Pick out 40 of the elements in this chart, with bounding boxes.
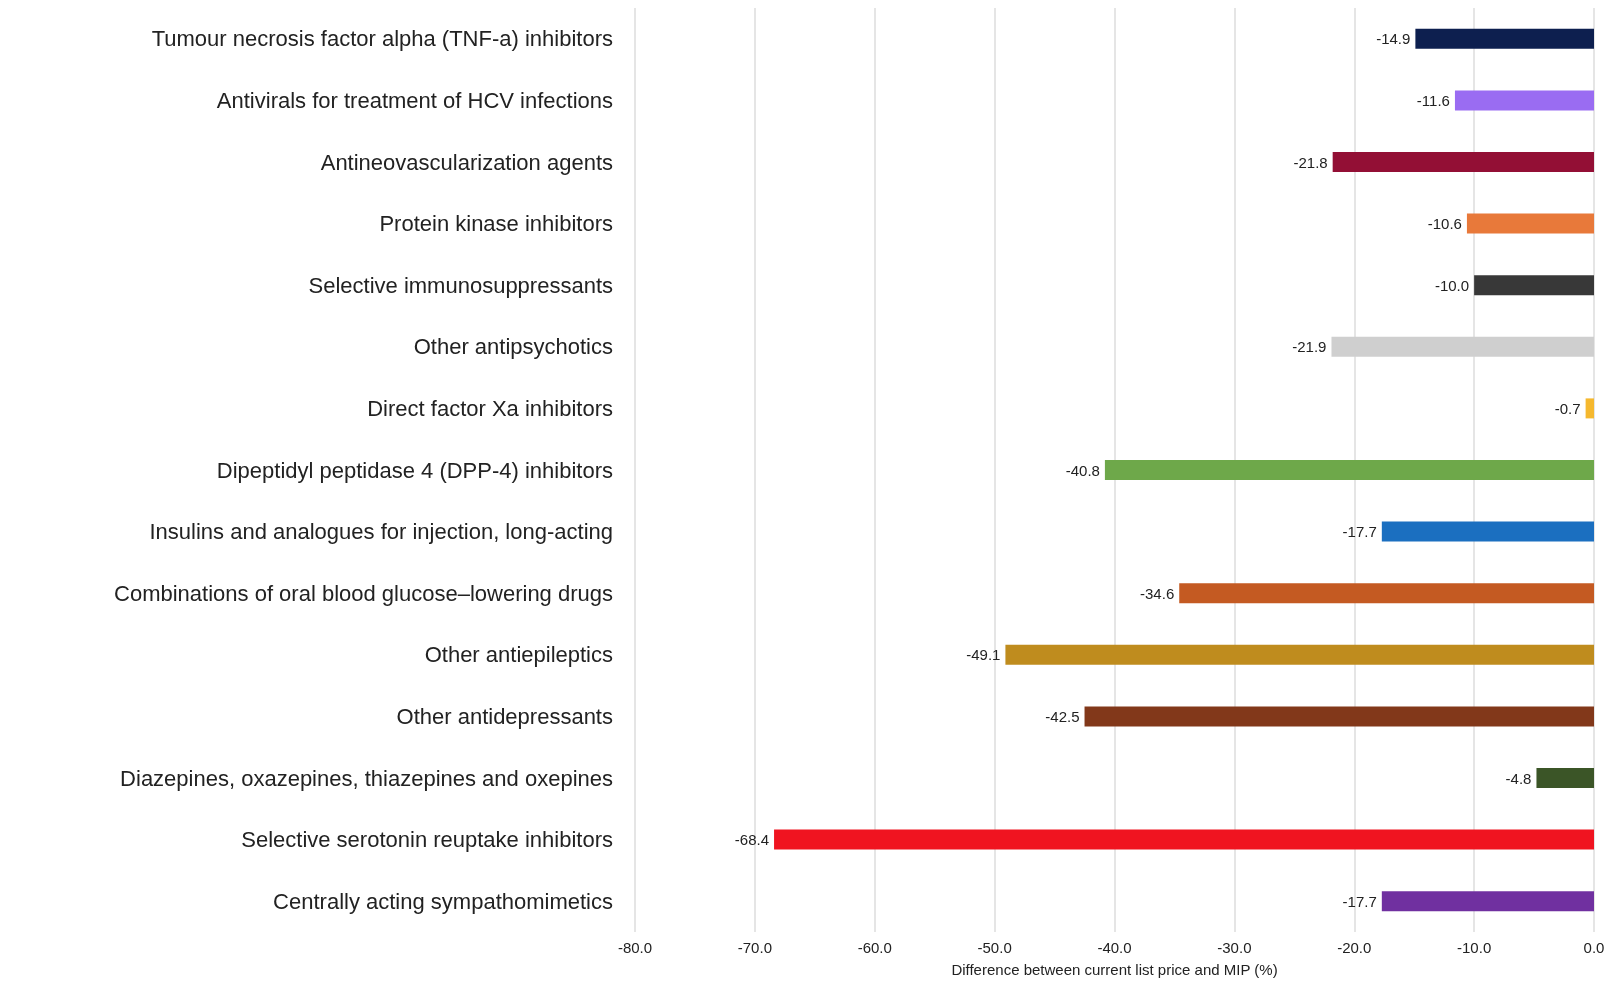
y-tick-label: Diazepines, oxazepines, thiazepines and oxepines — [120, 765, 613, 791]
data-label: -17.7 — [1342, 892, 1377, 910]
data-label: -21.9 — [1292, 338, 1327, 356]
data-label: -17.7 — [1342, 523, 1377, 541]
data-label: -68.4 — [734, 831, 770, 849]
data-label: -21.8 — [1293, 153, 1328, 171]
x-tick-label: -80.0 — [617, 939, 653, 956]
y-tick-label: Selective immunosuppressants — [308, 272, 613, 298]
data-label: -40.8 — [1065, 461, 1100, 479]
data-label: -11.6 — [1416, 91, 1450, 109]
y-tick-label: Protein kinase inhibitors — [379, 211, 613, 237]
y-tick-label: Antivirals for treatment of HCV infections — [216, 87, 613, 113]
x-tick-label: -60.0 — [857, 939, 892, 956]
x-tick-label: 0.0 — [1583, 939, 1605, 956]
y-tick-label: Dipeptidyl peptidase 4 (DPP-4) inhibitors — [216, 457, 613, 483]
x-tick-label: -70.0 — [737, 939, 772, 956]
x-axis-title: Difference between current list price and MIP (%) — [951, 961, 1278, 978]
x-tick-label: -40.0 — [1097, 939, 1132, 956]
y-tick-label: Other antidepressants — [396, 703, 613, 729]
y-tick-label: Centrally acting sympathomimetics — [273, 888, 613, 914]
data-label: -10.6 — [1427, 215, 1462, 233]
y-tick-label: Direct factor Xa inhibitors — [367, 395, 613, 421]
y-tick-label: Antineovascularization agents — [320, 149, 613, 175]
x-tick-label: -30.0 — [1217, 939, 1252, 956]
y-tick-label: Selective serotonin reuptake inhibitors — [241, 827, 613, 853]
y-tick-label: Insulins and analogues for injection, long-acting — [149, 519, 613, 545]
data-label: -0.7 — [1554, 399, 1581, 417]
data-label: -10.0 — [1434, 276, 1470, 294]
y-tick-label: Other antipsychotics — [413, 334, 613, 360]
y-tick-label: Tumour necrosis factor alpha (TNF-a) inhibitors — [151, 26, 613, 52]
data-label: -42.5 — [1045, 707, 1080, 725]
x-tick-label: -10.0 — [1457, 939, 1492, 956]
data-label: -49.1 — [966, 646, 1001, 664]
data-label: -14.9 — [1376, 30, 1411, 48]
y-tick-label: Combinations of oral blood glucose–lowering drugs — [114, 580, 613, 606]
y-tick-label: Other antiepileptics — [424, 642, 613, 668]
data-label: -4.8 — [1505, 769, 1532, 787]
x-tick-label: -20.0 — [1337, 939, 1372, 956]
data-label: -34.6 — [1140, 584, 1175, 602]
x-tick-label: -50.0 — [977, 939, 1012, 956]
